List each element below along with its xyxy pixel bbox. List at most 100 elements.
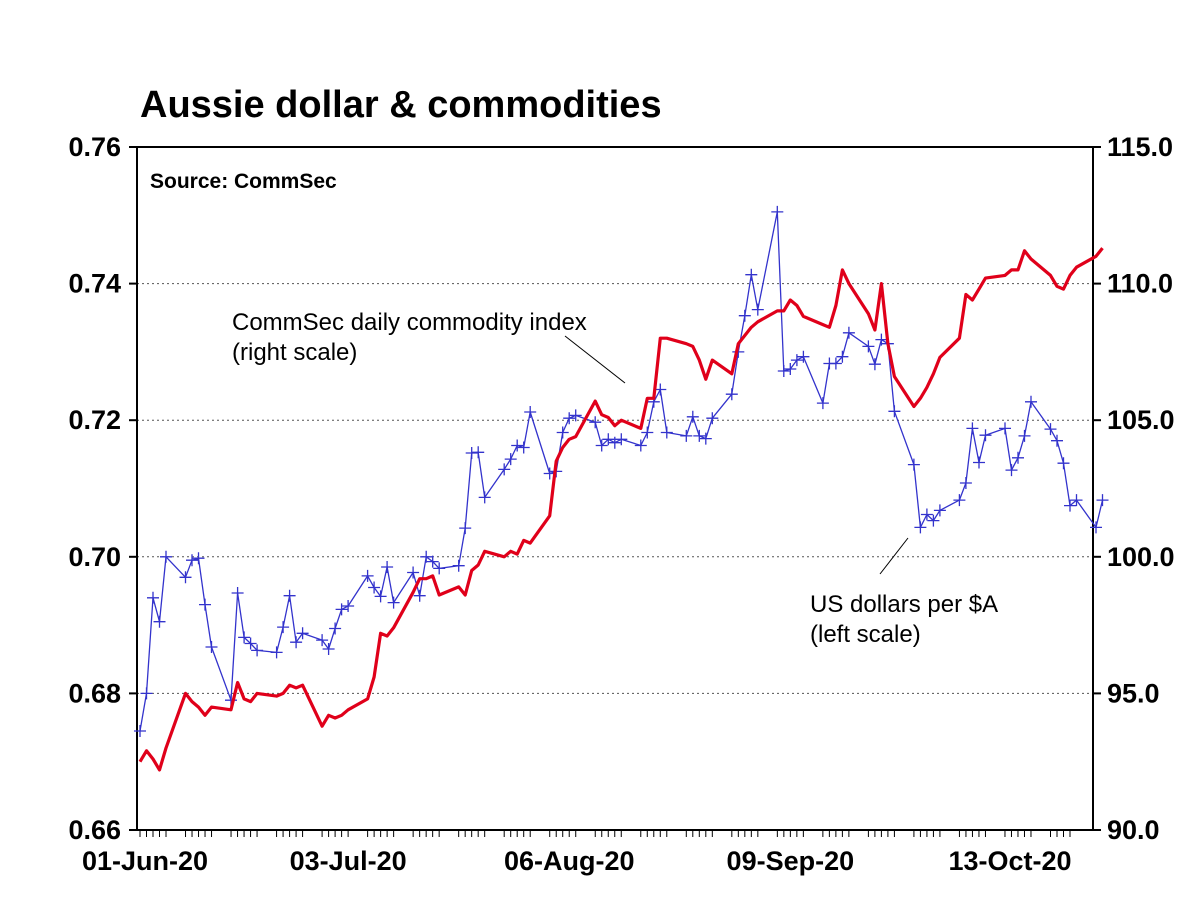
aud-data-point	[1018, 429, 1031, 442]
aud-data-point	[407, 566, 420, 579]
aud-data-point	[1044, 423, 1057, 436]
right-axis-tick-label: 100.0	[1107, 542, 1175, 572]
aud-data-point	[907, 458, 920, 471]
aud-data-point	[238, 631, 251, 644]
left-axis-tick-label: 0.76	[68, 132, 121, 162]
series	[134, 205, 1109, 772]
right-axis-tick-label: 95.0	[1107, 678, 1160, 708]
aud-data-point	[296, 627, 309, 640]
aud-data-point	[771, 205, 784, 218]
aud-data-point	[569, 409, 582, 422]
source-note: Source: CommSec	[150, 170, 337, 193]
aud-data-point	[999, 422, 1011, 435]
aud-data-point	[1070, 494, 1083, 507]
aud-data-point	[277, 621, 290, 634]
aud-data-point	[563, 412, 576, 425]
aud-data-point	[888, 405, 901, 418]
aud-data-point	[290, 636, 303, 649]
right-axis-tick-label: 115.0	[1107, 132, 1173, 162]
aud-data-point	[1057, 457, 1070, 470]
aud-data-point	[816, 397, 829, 410]
left-axis-tick-label: 0.72	[68, 405, 121, 435]
aud-data-point	[1012, 451, 1024, 464]
aud-data-point	[836, 350, 849, 363]
aud-data-point	[979, 429, 992, 442]
axes: 0.66 0.68 0.70 0.72 0.74 0.76 90.0 95.0 100.0 105…	[68, 132, 1174, 876]
aud-data-point	[686, 410, 699, 423]
aud-data-point	[504, 453, 517, 466]
commodity-leader-line	[564, 335, 626, 384]
aud-data-point	[179, 571, 192, 584]
aud-data-point	[1064, 499, 1076, 512]
aud-data-point	[433, 562, 446, 575]
aud-data-point	[283, 589, 296, 602]
aud-data-point	[335, 603, 348, 616]
aud-data-point	[472, 446, 485, 459]
aud-data-point	[498, 463, 511, 476]
aud-data-point	[1005, 464, 1018, 477]
aud-data-point	[511, 439, 524, 452]
aud-data-point	[517, 441, 530, 454]
aud-data-point	[953, 494, 966, 507]
aud-data-point	[693, 429, 706, 442]
aud-data-point	[368, 581, 381, 594]
aud-data-point	[342, 600, 355, 612]
aud-data-point	[933, 504, 946, 517]
aud-data-point	[706, 412, 719, 425]
aud-data-point	[745, 268, 758, 281]
aud-data-point	[875, 333, 888, 346]
aud-data-point	[231, 587, 244, 599]
aud-leader-line	[879, 537, 909, 575]
aud-data-point	[465, 447, 478, 459]
x-axis-tick-label: 06-Aug-20	[504, 846, 635, 876]
aud-data-point	[797, 350, 810, 363]
aud-data-point	[147, 591, 159, 604]
aud-data-point	[1090, 521, 1102, 534]
aud-data-point	[140, 687, 153, 700]
aud-data-point	[680, 429, 693, 442]
aud-data-point	[641, 426, 654, 439]
aud-data-point	[524, 406, 537, 418]
aud-data-point	[842, 326, 855, 339]
aud-data-point	[927, 514, 940, 527]
aud-data-point	[251, 644, 264, 657]
aud-annotation: US dollars per $A (left scale)	[810, 591, 998, 648]
left-axis-tick-label: 0.70	[68, 542, 121, 572]
commodity-series-line	[138, 247, 1104, 772]
annotations: CommSec daily commodity index (right scal…	[232, 309, 998, 648]
aud-data-point	[452, 559, 465, 572]
left-axis-tick-label: 0.74	[68, 269, 121, 299]
aud-data-point	[322, 643, 335, 655]
aud-data-point	[160, 550, 172, 563]
aud-data-point	[361, 569, 374, 582]
commodity-annotation-line: CommSec daily commodity index	[232, 309, 587, 336]
aud-data-point	[973, 456, 985, 469]
chart-title: Aussie dollar & commodities	[140, 84, 662, 126]
aud-data-point	[387, 596, 400, 609]
aud-data-point	[374, 590, 387, 603]
aud-data-point	[329, 622, 342, 635]
commodity-annotation: CommSec daily commodity index (right scal…	[232, 309, 587, 366]
aud-data-point	[914, 521, 927, 534]
aud-data-point	[589, 416, 602, 429]
aud-data-point	[634, 439, 647, 452]
aud-data-point	[959, 477, 972, 489]
aud-data-point	[413, 589, 426, 602]
aud-data-point	[699, 432, 712, 445]
aud-data-point	[192, 552, 205, 565]
aud-data-point	[868, 358, 881, 371]
aud-data-point	[1025, 395, 1037, 408]
gridlines	[137, 283, 1093, 694]
aud-data-point	[1096, 494, 1109, 507]
aud-data-point	[205, 641, 218, 653]
aud-data-point	[381, 561, 394, 573]
aud-annotation-line: (left scale)	[810, 621, 921, 648]
aud-data-point	[608, 436, 621, 449]
aud-data-point	[777, 365, 790, 377]
aud-data-point	[134, 725, 146, 737]
aud-data-point	[966, 422, 979, 435]
aud-data-point	[270, 646, 283, 659]
aud-data-point	[829, 357, 842, 370]
aud-data-point	[790, 354, 803, 367]
